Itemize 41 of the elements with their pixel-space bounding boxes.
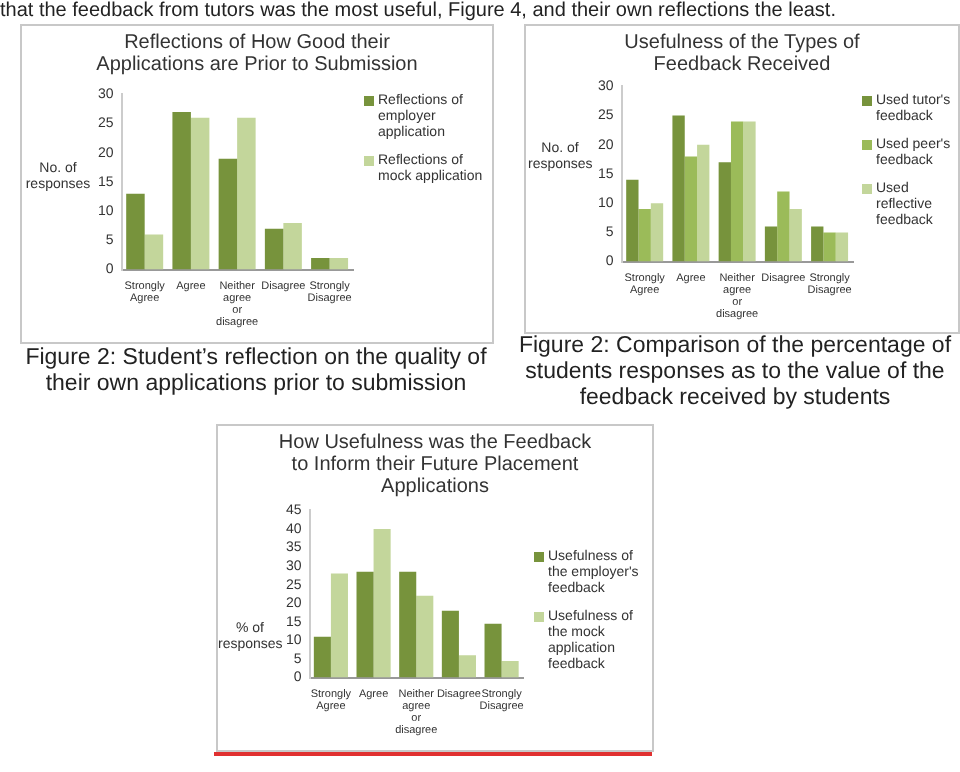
bar [638,209,651,262]
caption: Figure 2: Comparison of the percentage of students responses as to the value of the feedback received by students [516,334,954,412]
bar [835,232,849,262]
bar [823,232,836,262]
chart-title: How Usefulness was the Feedback to Inform their Future Placement Applications [276,432,594,498]
bar [399,571,417,678]
bar [441,610,459,678]
bar [190,117,210,270]
bar [501,660,519,678]
bar [626,179,639,262]
bar [697,144,710,262]
bar [777,191,790,262]
bar [237,117,256,270]
bar [329,257,349,270]
bar [373,528,391,678]
bar [144,234,164,270]
bar [313,636,331,678]
bar [126,193,145,270]
bar [484,623,502,678]
bar [789,209,802,262]
text: that the feedback from tutors was the most useful, Figure 4, and their own reflections the least. [0,0,838,22]
bar [811,226,824,262]
caption: Figure 2: Student’s reflection on the quality of their own applications prior to submission [23,346,489,398]
bar [718,162,731,262]
bar [650,203,664,262]
chart-title: Usefulness of the Types of Feedback Received [622,32,862,76]
bar [764,226,778,262]
bar [172,111,191,270]
bar [743,121,756,262]
bar [283,222,302,270]
bar [264,228,284,270]
bar [416,595,434,678]
bar [458,655,476,678]
chart-title: Reflections of How Good their Applications are Prior to Submission [94,32,420,76]
bar [218,158,238,270]
bar [311,257,330,270]
bar [330,573,348,678]
bar [356,571,374,678]
bar [730,121,744,262]
bar [684,156,698,262]
bar [672,115,685,262]
